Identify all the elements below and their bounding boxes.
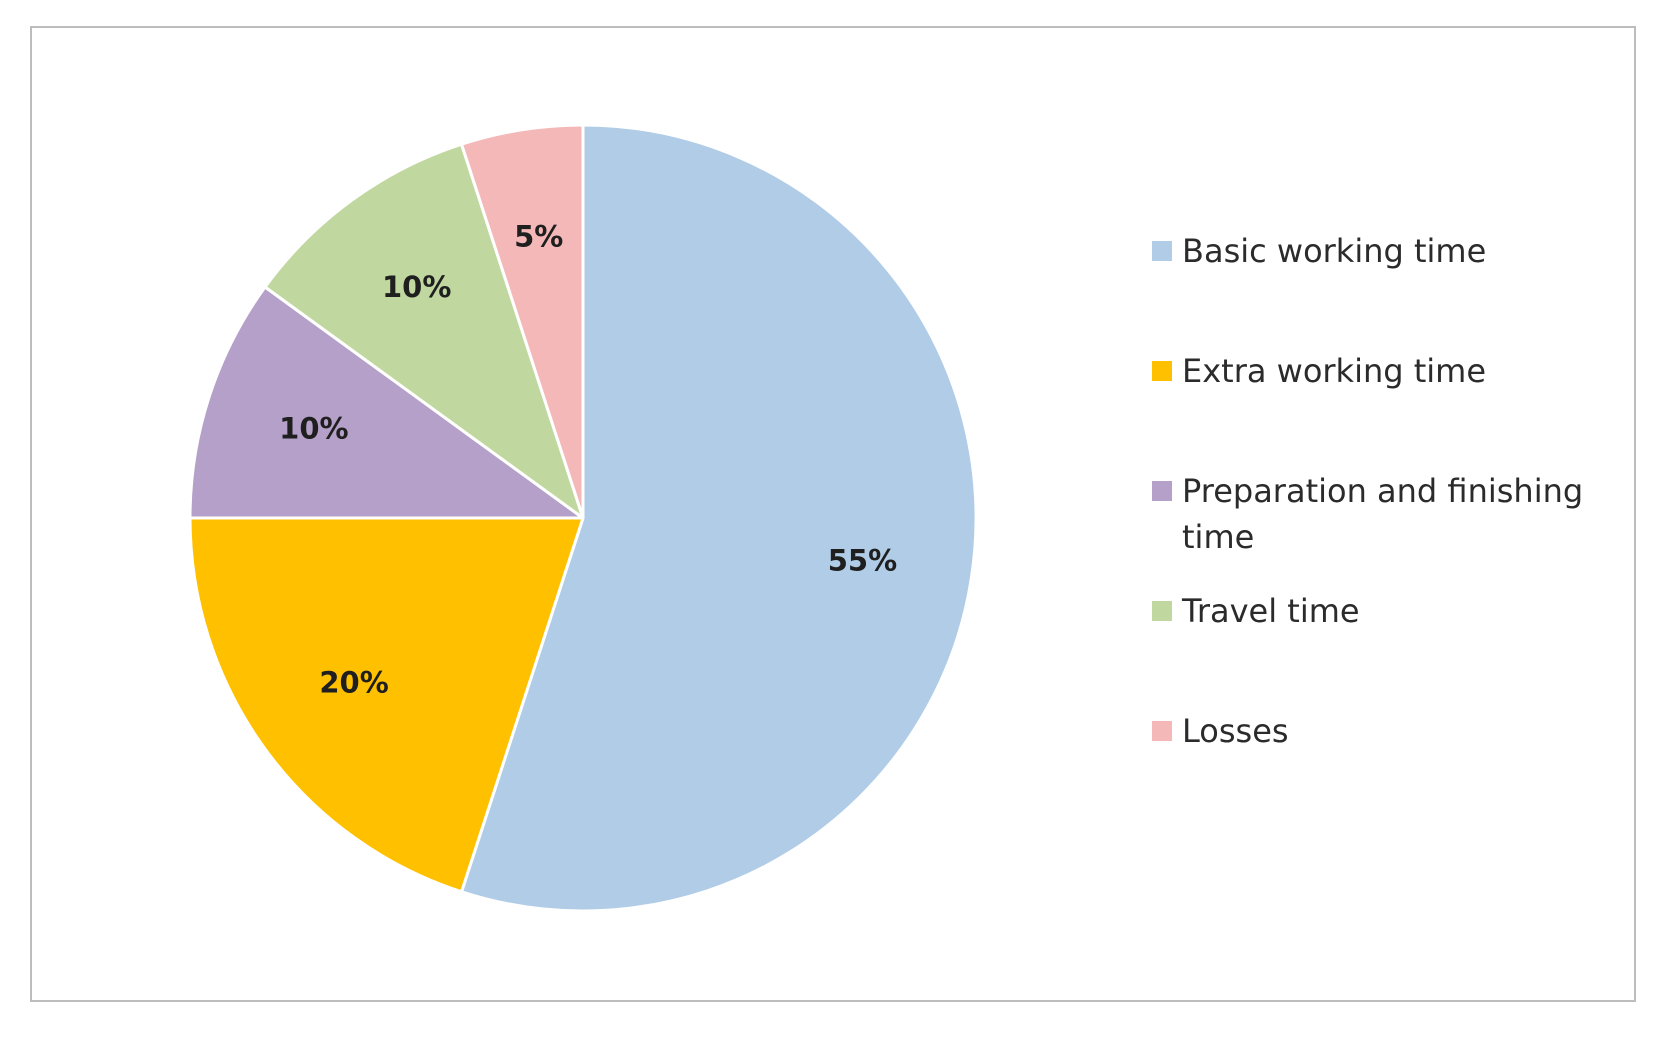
data-label-preparation-and-finishing-time: 10% bbox=[279, 412, 348, 446]
pie-data-labels: 55% 20% 10% 10% 5% bbox=[279, 220, 897, 700]
legend-item-preparation-and-finishing-time: Preparation and finishing time bbox=[1152, 468, 1602, 560]
pie-slice-travel-time bbox=[263, 142, 585, 520]
legend-label: Extra working time bbox=[1182, 352, 1487, 390]
legend-label: Losses bbox=[1182, 712, 1289, 750]
legend-swatch bbox=[1152, 481, 1172, 501]
legend-item-extra-working-time: Extra working time bbox=[1152, 348, 1612, 394]
legend-swatch bbox=[1152, 601, 1172, 621]
pie-slice-preparation-and-finishing-time bbox=[188, 285, 585, 520]
legend-swatch bbox=[1152, 361, 1172, 381]
legend-item-basic-working-time: Basic working time bbox=[1152, 228, 1612, 274]
data-label-travel-time: 10% bbox=[382, 270, 451, 304]
legend-swatch bbox=[1152, 721, 1172, 741]
pie-slice-extra-working-time bbox=[188, 516, 585, 894]
pie-slices bbox=[188, 123, 978, 913]
legend-label: Basic working time bbox=[1182, 232, 1487, 270]
data-label-losses: 5% bbox=[514, 220, 563, 254]
data-label-basic-working-time: 55% bbox=[828, 543, 897, 577]
legend-item-travel-time: Travel time bbox=[1152, 588, 1612, 634]
legend-item-losses: Losses bbox=[1152, 708, 1612, 754]
pie-slice-losses bbox=[460, 123, 585, 520]
legend-label: Travel time bbox=[1182, 592, 1360, 630]
pie-slice-basic-working-time bbox=[460, 123, 978, 913]
legend-label: Preparation and finishing time bbox=[1182, 472, 1584, 556]
data-label-extra-working-time: 20% bbox=[319, 665, 388, 699]
legend-swatch bbox=[1152, 241, 1172, 261]
